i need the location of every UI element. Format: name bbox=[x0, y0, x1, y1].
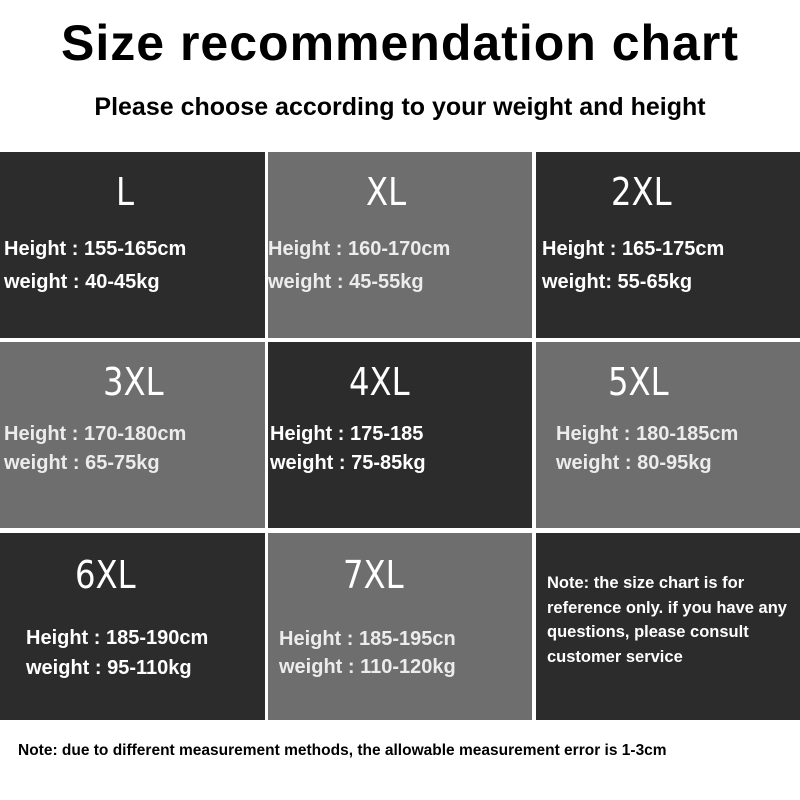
size-label: L bbox=[116, 170, 134, 214]
size-cell-5xl: 5XL Height : 180-185cm weight : 80-95kg bbox=[536, 342, 800, 528]
weight-range: weight : 75-85kg bbox=[270, 452, 426, 474]
height-range: Height : 185-190cm bbox=[26, 627, 209, 649]
height-range: Height : 185-195cn bbox=[279, 628, 456, 650]
height-range: Height : 155-165cm bbox=[4, 238, 187, 260]
page-title: Size recommendation chart bbox=[61, 15, 739, 71]
size-label: 3XL bbox=[103, 360, 164, 404]
size-cell-3xl: 3XL Height : 170-180cm weight : 65-75kg bbox=[0, 342, 265, 528]
weight-range: weight: 55-65kg bbox=[542, 271, 693, 293]
height-range: Height : 180-185cm bbox=[556, 423, 739, 445]
height-range: Height : 165-175cm bbox=[542, 238, 725, 260]
size-cell-2xl: 2XL Height : 165-175cm weight: 55-65kg bbox=[536, 152, 800, 338]
size-label: 6XL bbox=[75, 553, 136, 597]
height-range: Height : 160-170cm bbox=[268, 238, 451, 260]
size-label: 4XL bbox=[349, 360, 410, 404]
size-chart-note: Note: the size chart is for reference on… bbox=[547, 574, 787, 666]
note-cell: Note: the size chart is for reference on… bbox=[536, 533, 800, 720]
size-cell-7xl: 7XL Height : 185-195cn weight : 110-120k… bbox=[268, 533, 532, 720]
weight-range: weight : 80-95kg bbox=[556, 452, 712, 474]
size-cell-6xl: 6XL Height : 185-190cm weight : 95-110kg bbox=[0, 533, 265, 720]
weight-range: weight : 95-110kg bbox=[26, 657, 192, 679]
size-label: 7XL bbox=[343, 553, 404, 597]
height-range: Height : 175-185 bbox=[270, 423, 424, 445]
size-cell-xl: XL Height : 160-170cm weight : 45-55kg bbox=[268, 152, 532, 338]
measurement-note: Note: due to different measurement metho… bbox=[18, 742, 667, 759]
page-subtitle: Please choose according to your weight a… bbox=[94, 93, 706, 121]
size-cell-l: L Height : 155-165cm weight : 40-45kg bbox=[0, 152, 265, 338]
weight-range: weight : 45-55kg bbox=[268, 271, 424, 293]
height-range: Height : 170-180cm bbox=[4, 423, 187, 445]
size-cell-4xl: 4XL Height : 175-185 weight : 75-85kg bbox=[268, 342, 532, 528]
weight-range: weight : 65-75kg bbox=[4, 452, 160, 474]
size-label: 2XL bbox=[611, 170, 672, 214]
size-label: 5XL bbox=[608, 360, 669, 404]
weight-range: weight : 110-120kg bbox=[279, 656, 456, 678]
weight-range: weight : 40-45kg bbox=[4, 271, 160, 293]
size-label: XL bbox=[366, 170, 407, 214]
